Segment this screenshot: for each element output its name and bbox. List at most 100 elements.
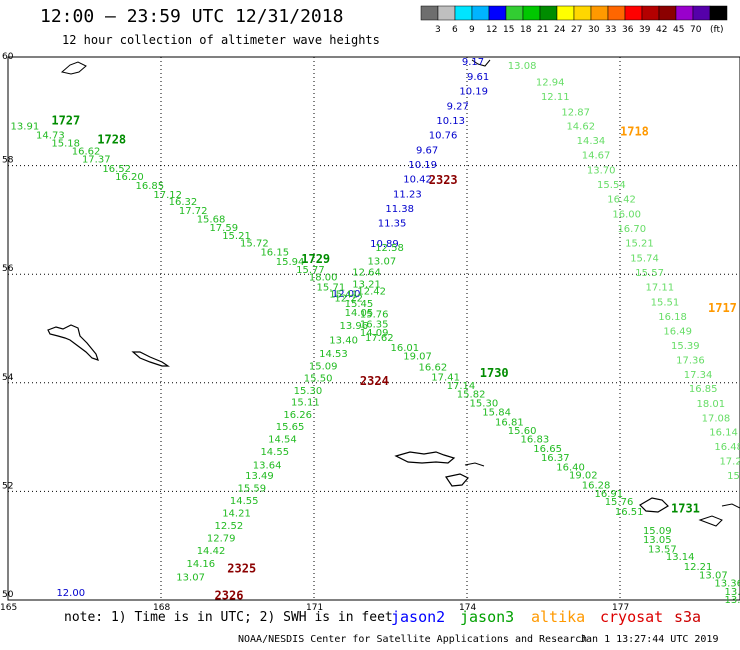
pass-time-label: 1730: [480, 366, 509, 380]
wave-height-label: 16.14: [709, 428, 738, 439]
wave-height-label: 16.48: [714, 442, 740, 453]
colorbar-tick-label: 42: [656, 25, 667, 35]
wave-height-label: 12.00: [332, 289, 361, 300]
wave-height-label: 15.57: [635, 268, 664, 279]
legend-altika: altika: [531, 608, 586, 626]
wave-height-label: 17.37: [82, 155, 111, 166]
wave-height-label: 15.18: [51, 138, 80, 149]
colorbar-tick-label: 33: [605, 25, 616, 35]
wave-height-label: 15.41: [329, 290, 358, 301]
wave-height-label: 16.20: [115, 172, 144, 183]
grid-lines: [7, 56, 740, 601]
wave-height-label: 15.39: [671, 341, 700, 352]
wave-height-label: 15.94: [276, 257, 305, 268]
colorbar-legend: 3 6 9 12 15 18 21 24 27 30 33 36 39 42 45 70 (ft): [420, 5, 728, 35]
wave-height-label: 10.76: [429, 131, 458, 142]
wave-height-label: 10.19: [408, 160, 437, 171]
legend-jason2: jason2: [391, 608, 446, 626]
wave-height-label: 10.19: [459, 87, 488, 98]
wave-height-label: 12.94: [536, 77, 565, 88]
wave-height-label: 14.73: [36, 131, 65, 142]
island-aleutian-4: [639, 497, 669, 513]
wave-height-label: 14.21: [222, 509, 251, 520]
wave-height-label: 16.51: [615, 507, 644, 518]
wave-height-label: 15.09: [643, 526, 672, 537]
wave-height-label: 11.23: [393, 189, 422, 200]
x-tick-label: 174: [459, 603, 476, 613]
island-top: [60, 61, 87, 75]
pass-time-label: 2323: [429, 173, 458, 187]
wave-height-label: 9.67: [416, 145, 438, 156]
wave-height-label: 17.08: [702, 414, 731, 425]
wave-height-label: 15.71: [317, 283, 346, 294]
wave-height-label: 13.96: [340, 321, 369, 332]
y-tick-label: 58: [2, 156, 14, 166]
wave-height-label: 17.59: [209, 223, 238, 234]
x-tick-label: 177: [612, 603, 629, 613]
island-aleutian-1: [394, 451, 456, 464]
wave-height-label: 13.07: [368, 257, 397, 268]
colorbar-tick-label: 36: [622, 25, 634, 35]
wave-height-label: 15.30: [294, 386, 323, 397]
wave-height-label: 13.05: [643, 535, 672, 546]
wave-height-label: 16.83: [521, 435, 550, 446]
wave-height-label: 12.79: [207, 534, 236, 545]
legend-cryosat: cryosat: [600, 608, 664, 626]
wave-height-label: 16.18: [658, 312, 687, 323]
credit-timestamp: Jan 1 13:27:44 UTC 2019: [580, 634, 719, 645]
wave-height-label: 17.36: [676, 355, 705, 366]
colorbar-tick-label: 39: [639, 25, 651, 35]
island-left: [47, 324, 99, 361]
wave-height-label: 11.38: [385, 204, 414, 215]
wave-height-label: 9.27: [447, 101, 469, 112]
wave-height-label: 16.91: [595, 489, 624, 500]
wave-height-label: 14.53: [319, 349, 348, 360]
colorbar-swatch: [709, 5, 728, 21]
colorbar-tick-label: 27: [571, 25, 582, 35]
wave-height-label: 12.11: [541, 92, 570, 103]
wave-height-label: 19.07: [403, 352, 432, 363]
y-tick-label: 54: [2, 373, 14, 383]
wave-height-label: 15.60: [508, 426, 537, 437]
colorbar-tick-label: 15: [503, 25, 514, 35]
chart-title: 12:00 – 23:59 UTC 12/31/2018: [40, 6, 344, 27]
pass-time-labels: 1727 1728 1729 1730 1731 1718 1717 2323 2324 2325…: [51, 113, 737, 602]
wave-height-label: 16.26: [283, 410, 312, 421]
legend-s3a: s3a: [674, 608, 702, 626]
wave-height-label: 11.35: [378, 219, 407, 230]
wave-height-label: 15.21: [625, 239, 654, 250]
wave-height-label: 14.16: [187, 559, 216, 570]
island-small: [131, 351, 170, 367]
pass-time-label: 2325: [227, 561, 256, 575]
wave-height-label: 16.85: [136, 181, 165, 192]
colorbar-tick-label: 24: [554, 25, 566, 35]
wave-height-label: 13.64: [253, 460, 282, 471]
x-tick-label: 168: [153, 603, 170, 613]
wave-height-label: 16.70: [617, 224, 646, 235]
y-tick-label: 52: [2, 481, 13, 491]
wave-height-label: 16.52: [102, 164, 131, 175]
wave-height-label: 15.76: [360, 309, 389, 320]
wave-height-label: 15.68: [197, 214, 226, 225]
wave-height-label: 12.00: [56, 588, 85, 599]
wave-height-label: 15.45: [345, 299, 374, 310]
island-aleutian-3: [464, 462, 485, 467]
credit-line: NOAA/NESDIS Center for Satellite Applica…: [238, 634, 588, 645]
wave-height-label: 13.57: [648, 544, 677, 555]
footer-note: note: 1) Time is in UTC; 2) SWH is in fe…: [64, 610, 393, 625]
x-tick-label: 171: [306, 603, 323, 613]
x-tick-label: 165: [0, 603, 17, 613]
wave-height-label: 13.70: [587, 165, 616, 176]
wave-height-label: 16.40: [556, 462, 585, 473]
wave-height-label: 12.58: [375, 243, 404, 254]
wave-height-label: 9.17: [462, 57, 484, 68]
pass-time-label: 2326: [215, 589, 244, 603]
wave-height-label: 16.49: [663, 327, 692, 338]
wave-height-label: 10.13: [436, 116, 465, 127]
pass-time-label: 1717: [708, 301, 737, 315]
y-tick-label: 60: [2, 52, 14, 62]
island-topright: [471, 59, 491, 67]
wave-height-label: 15.59: [238, 484, 267, 495]
y-tick-label: 56: [2, 264, 14, 274]
colorbar-tick-label: 6: [452, 25, 458, 35]
